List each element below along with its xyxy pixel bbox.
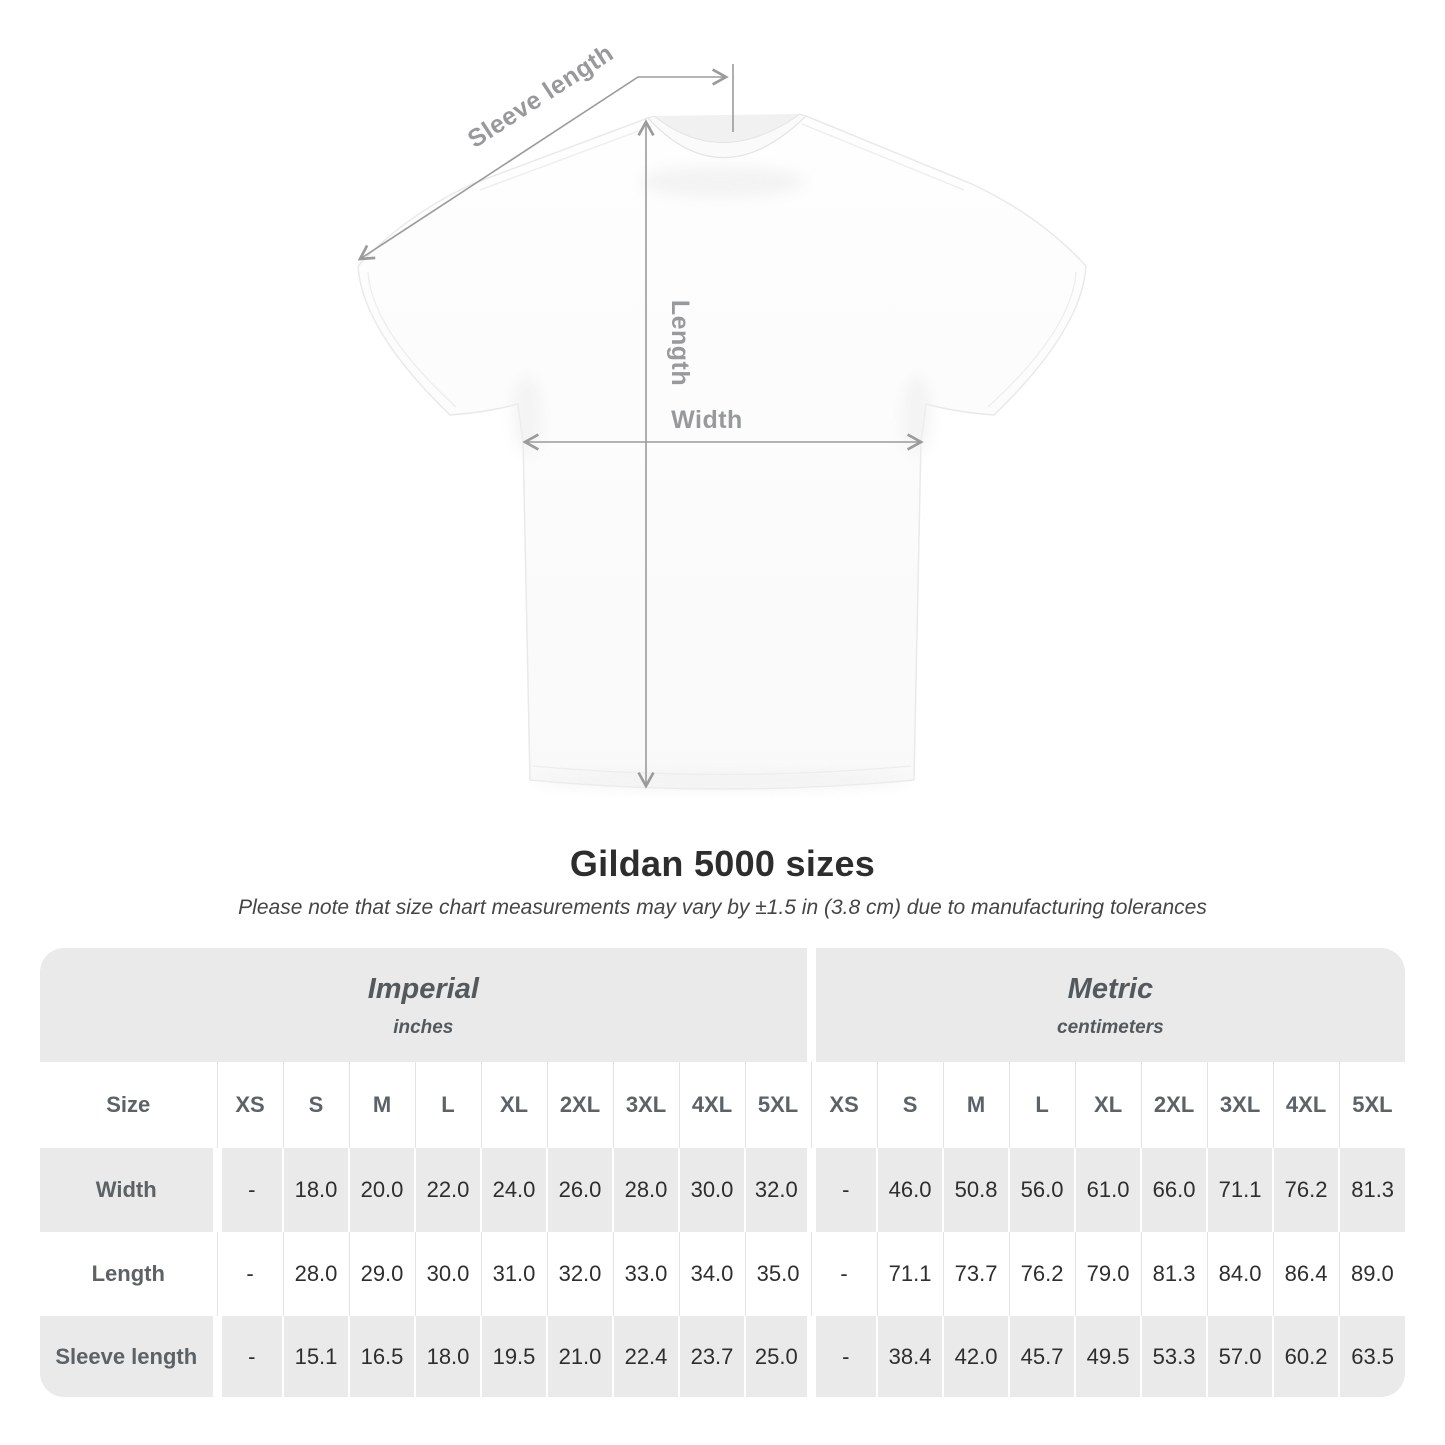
size-header-imperial-5xl: 5XL <box>744 1062 812 1148</box>
tshirt-image <box>357 113 1087 790</box>
value-cell: 30.0 <box>414 1232 481 1316</box>
value-cell: 61.0 <box>1074 1148 1142 1232</box>
imperial-title: Imperial <box>367 973 479 1005</box>
value-cell: 81.3 <box>1140 1232 1208 1316</box>
value-cell: 23.7 <box>678 1316 745 1397</box>
value-cell: 50.8 <box>942 1148 1010 1232</box>
value-cell: 76.2 <box>1272 1148 1340 1232</box>
value-cell: 29.0 <box>348 1232 415 1316</box>
value-cell: 89.0 <box>1338 1232 1405 1316</box>
value-cell: 53.3 <box>1140 1316 1208 1397</box>
metric-title: Metric <box>1067 973 1154 1005</box>
size-header-imperial-xs: XS <box>216 1062 283 1148</box>
value-cell: 35.0 <box>744 1232 812 1316</box>
value-cell: 45.7 <box>1008 1316 1076 1397</box>
sleeve-length-arrow <box>357 68 729 261</box>
value-cell: 57.0 <box>1206 1316 1274 1397</box>
size-header-metric-4xl: 4XL <box>1272 1062 1340 1148</box>
size-header-imperial-m: M <box>348 1062 415 1148</box>
value-cell: 15.1 <box>282 1316 349 1397</box>
size-header-metric-s: S <box>876 1062 944 1148</box>
value-cell: 28.0 <box>282 1232 349 1316</box>
value-cell: 60.2 <box>1272 1316 1340 1397</box>
size-header-row: Size XS S M L XL 2XL 3XL 4XL 5XL XS S M L XL 2XL 3XL 4XL… <box>40 1062 1405 1148</box>
value-cell: 18.0 <box>414 1316 481 1397</box>
page-subtitle: Please note that size chart measurements… <box>238 896 1207 919</box>
value-cell: 46.0 <box>876 1148 944 1232</box>
value-cell: 31.0 <box>480 1232 547 1316</box>
value-cell: 84.0 <box>1206 1232 1274 1316</box>
value-cell: 81.3 <box>1338 1148 1405 1232</box>
value-cell: 79.0 <box>1074 1232 1142 1316</box>
imperial-unit-header: Imperial inches <box>40 948 812 1062</box>
value-cell: - <box>212 1148 283 1232</box>
size-header-metric-2xl: 2XL <box>1140 1062 1208 1148</box>
value-cell: 73.7 <box>942 1232 1010 1316</box>
value-cell: 26.0 <box>546 1148 613 1232</box>
value-cell: 30.0 <box>678 1148 745 1232</box>
value-cell: - <box>212 1316 283 1397</box>
size-header-imperial-4xl: 4XL <box>678 1062 745 1148</box>
size-column-header: Size <box>106 1092 151 1117</box>
value-cell: 32.0 <box>743 1148 812 1232</box>
size-header-metric-xl: XL <box>1074 1062 1142 1148</box>
value-cell: 56.0 <box>1008 1148 1076 1232</box>
size-header-imperial-2xl: 2XL <box>546 1062 613 1148</box>
value-cell: 63.5 <box>1338 1316 1405 1397</box>
value-cell: 71.1 <box>1206 1148 1274 1232</box>
value-cell: 49.5 <box>1074 1316 1142 1397</box>
value-cell: 18.0 <box>282 1148 349 1232</box>
dimension-lines <box>357 64 924 789</box>
length-label: Length <box>666 300 694 386</box>
value-cell: 24.0 <box>480 1148 547 1232</box>
width-label: Width <box>671 406 743 434</box>
table-row-length: Length -28.0 29.0 30.0 31.0 32.0 33.0 34.0 35.0-… <box>40 1232 1405 1316</box>
row-label: Sleeve length <box>55 1343 198 1369</box>
value-cell: 76.2 <box>1008 1232 1076 1316</box>
row-label: Length <box>91 1261 165 1286</box>
table-row-width: Width -18.0 20.0 22.0 24.0 26.0 28.0 30.0 32.0-4… <box>40 1148 1405 1232</box>
page-title: Gildan 5000 sizes <box>569 843 876 884</box>
value-cell: - <box>810 1232 878 1316</box>
size-header-metric-l: L <box>1008 1062 1076 1148</box>
value-cell: 22.4 <box>612 1316 679 1397</box>
size-header-metric-3xl: 3XL <box>1206 1062 1274 1148</box>
metric-unit-header: Metric centimeters <box>806 948 1405 1062</box>
imperial-subtitle: inches <box>393 1017 454 1038</box>
value-cell: 86.4 <box>1272 1232 1340 1316</box>
value-cell: 66.0 <box>1140 1148 1208 1232</box>
size-header-imperial-xl: XL <box>480 1062 547 1148</box>
value-cell: 19.5 <box>480 1316 547 1397</box>
value-cell: 28.0 <box>612 1148 679 1232</box>
sleeve-length-label: Sleeve length <box>463 39 619 154</box>
metric-subtitle: centimeters <box>1057 1017 1164 1038</box>
value-cell: 21.0 <box>546 1316 613 1397</box>
table-row-sleeve-length: Sleeve length -15.1 16.5 18.0 19.5 21.0 22.4 23… <box>40 1316 1405 1397</box>
value-cell: - <box>216 1232 283 1316</box>
value-cell: 20.0 <box>348 1148 415 1232</box>
value-cell: 33.0 <box>612 1232 679 1316</box>
value-cell: - <box>806 1316 878 1397</box>
value-cell: 25.0 <box>743 1316 812 1397</box>
tshirt-measurement-diagram: Sleeve length Length Width <box>357 39 1087 790</box>
value-cell: - <box>806 1148 878 1232</box>
value-cell: 22.0 <box>414 1148 481 1232</box>
size-header-metric-m: M <box>942 1062 1010 1148</box>
value-cell: 34.0 <box>678 1232 745 1316</box>
size-chart-table: Imperial inches Metric centimeters Size … <box>40 948 1405 1397</box>
size-header-metric-xs: XS <box>810 1062 878 1148</box>
size-chart: Imperial inches Metric centimeters Size … <box>40 948 1405 1397</box>
row-label: Width <box>95 1177 157 1202</box>
unit-header-row: Imperial inches Metric centimeters <box>40 948 1405 1062</box>
size-header-metric-5xl: 5XL <box>1338 1062 1405 1148</box>
value-cell: 38.4 <box>876 1316 944 1397</box>
value-cell: 32.0 <box>546 1232 613 1316</box>
value-cell: 42.0 <box>942 1316 1010 1397</box>
value-cell: 71.1 <box>876 1232 944 1316</box>
value-cell: 16.5 <box>348 1316 415 1397</box>
size-header-imperial-l: L <box>414 1062 481 1148</box>
size-header-imperial-3xl: 3XL <box>612 1062 679 1148</box>
size-header-imperial-s: S <box>282 1062 349 1148</box>
